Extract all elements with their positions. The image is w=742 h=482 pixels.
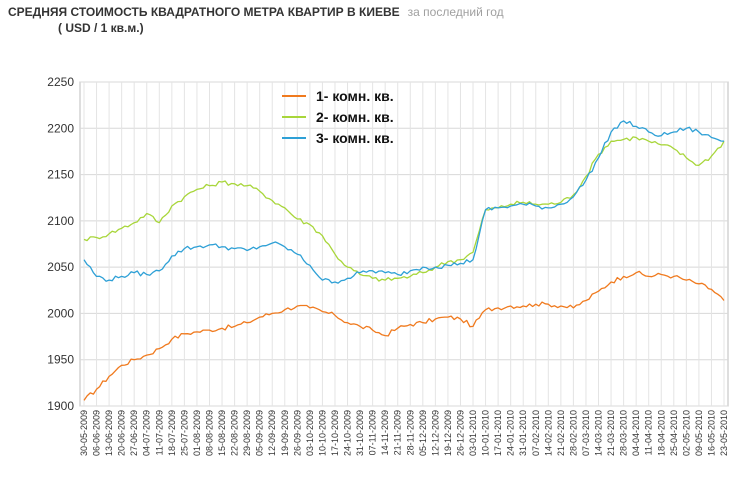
x-tick-label: 25-07-2009 [179,410,189,456]
x-tick-label: 28-03-2010 [619,410,629,456]
x-tick-label: 19-12-2009 [443,410,453,456]
chart-title-line: СРЕДНЯЯ СТОИМОСТЬ КВАДРАТНОГО МЕТРА КВАР… [8,5,504,19]
x-tick-label: 05-12-2009 [418,410,428,456]
x-tick-label: 13-06-2009 [104,410,114,456]
x-tick-label: 04-07-2009 [142,410,152,456]
y-tick-label: 1950 [47,353,74,367]
x-tick-label: 01-08-2009 [192,410,202,456]
y-tick-label: 2200 [47,121,74,135]
x-tick-label: 22-08-2009 [230,410,240,456]
x-tick-label: 14-03-2010 [594,410,604,456]
x-tick-label: 05-09-2009 [255,410,265,456]
x-tick-label: 07-03-2010 [581,410,591,456]
x-tick-label: 11-04-2010 [644,410,654,455]
x-tick-label: 18-04-2010 [656,410,666,456]
x-tick-label: 10-01-2010 [481,410,491,456]
x-tick-label: 17-01-2010 [493,410,503,456]
chart-subtitle: за последний год [407,5,504,19]
x-tick-label: 06-06-2009 [92,410,102,456]
x-tick-label: 12-09-2009 [267,410,277,456]
x-tick-label: 17-10-2009 [330,410,340,456]
x-tick-label: 18-07-2009 [167,410,177,456]
plot-area [79,81,729,407]
y-tick-label: 2150 [47,168,74,182]
series-line-2 [83,136,725,282]
x-tick-label: 31-10-2009 [355,410,365,456]
x-tick-label: 28-02-2010 [568,410,578,456]
x-tick-label: 27-06-2009 [129,410,139,456]
x-tick-label: 31-01-2010 [518,410,528,456]
x-tick-label: 14-11-2009 [380,410,390,455]
y-tick-label: 2100 [47,214,74,228]
x-tick-label: 28-11-2009 [405,410,415,455]
x-tick-label: 24-10-2009 [343,410,353,456]
chart-unit: ( USD / 1 кв.м.) [58,21,144,35]
x-tick-label: 15-08-2009 [217,410,227,456]
x-tick-label: 21-11-2009 [393,410,403,455]
chart-title: СРЕДНЯЯ СТОИМОСТЬ КВАДРАТНОГО МЕТРА КВАР… [8,5,400,19]
x-tick-label: 11-07-2009 [154,410,164,455]
x-tick-label: 24-01-2010 [506,410,516,456]
x-tick-label: 30-05-2009 [79,410,89,456]
legend-label-2: 2- комн. кв. [316,109,394,125]
y-tick-label: 2000 [47,306,74,320]
x-tick-label: 03-01-2010 [468,410,478,456]
x-tick-label: 26-09-2009 [292,410,302,456]
x-tick-label: 02-05-2010 [681,410,691,456]
x-tick-label: 21-02-2010 [556,410,566,456]
x-tick-label: 25-04-2010 [669,410,679,456]
x-tick-label: 26-12-2009 [455,410,465,456]
x-tick-label: 14-02-2010 [543,410,553,456]
legend-label-3: 3- комн. кв. [316,130,394,146]
x-tick-label: 16-05-2010 [706,410,716,456]
x-tick-label: 23-05-2010 [719,410,729,456]
x-tick-label: 04-04-2010 [631,410,641,456]
x-tick-label: 07-02-2010 [531,410,541,456]
x-tick-label: 20-06-2009 [117,410,127,456]
x-tick-label: 19-09-2009 [280,410,290,456]
title-block: СРЕДНЯЯ СТОИМОСТЬ КВАДРАТНОГО МЕТРА КВАР… [8,5,504,35]
y-tick-label: 2050 [47,260,74,274]
x-tick-label: 08-08-2009 [204,410,214,456]
series-line-1 [83,270,725,401]
x-tick-label: 03-10-2009 [305,410,315,456]
x-tick-label: 09-05-2010 [694,410,704,456]
series-line-3 [83,120,725,284]
x-tick-label: 21-03-2010 [606,410,616,456]
legend-label-1: 1- комн. кв. [316,88,394,104]
x-tick-label: 29-08-2009 [242,410,252,456]
y-tick-label: 1900 [47,399,74,413]
x-tick-label: 12-12-2009 [430,410,440,456]
x-tick-label: 10-10-2009 [317,410,327,456]
x-tick-label: 07-11-2009 [368,410,378,455]
y-tick-label: 2250 [47,75,74,89]
